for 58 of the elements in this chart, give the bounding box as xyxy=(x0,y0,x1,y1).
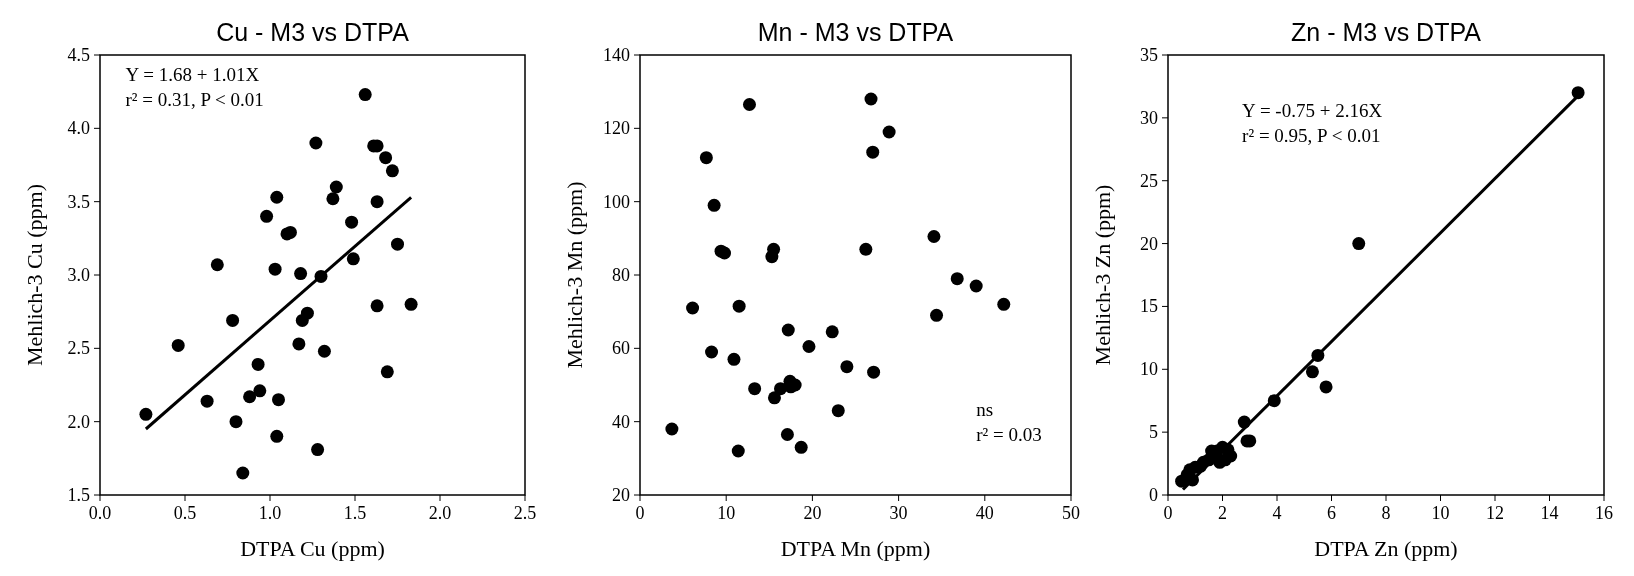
y-tick-label: 30 xyxy=(1140,107,1158,128)
x-tick-label: 10 xyxy=(717,503,736,523)
x-tick-label: 10 xyxy=(1431,503,1450,523)
x-tick-label: 0 xyxy=(635,503,645,523)
x-tick-label: 12 xyxy=(1486,503,1504,523)
y-axis-title: Mehlich-3 Zn (ppm) xyxy=(1090,184,1115,366)
x-tick-label: 30 xyxy=(889,503,908,523)
x-tick-label: 8 xyxy=(1381,503,1391,523)
y-tick-label: 15 xyxy=(1140,296,1158,317)
annotation: r² = 0.95, P < 0.01 xyxy=(1242,124,1381,146)
x-tick-label: 16 xyxy=(1595,503,1613,523)
x-tick-label: 2.5 xyxy=(513,503,537,523)
y-tick-label: 120 xyxy=(603,118,630,139)
y-tick-label: 4.5 xyxy=(67,45,90,65)
annotation: Y = -0.75 + 2.16X xyxy=(1242,99,1383,121)
y-tick-label: 2.5 xyxy=(67,338,90,359)
x-tick-label: 20 xyxy=(803,503,822,523)
annotation: ns xyxy=(976,398,994,420)
x-tick-label: 4 xyxy=(1272,503,1282,523)
y-tick-label: 3.5 xyxy=(67,191,90,212)
y-tick-label: 20 xyxy=(612,485,630,505)
y-tick-label: 0 xyxy=(1149,485,1158,505)
x-tick-label: 14 xyxy=(1540,503,1559,523)
y-tick-label: 80 xyxy=(612,265,630,285)
chart-title: Zn - M3 vs DTPA xyxy=(1291,18,1482,46)
y-tick-label: 60 xyxy=(612,338,630,359)
y-tick-label: 4.0 xyxy=(67,118,90,139)
annotation: r² = 0.03 xyxy=(976,423,1042,445)
annotation: r² = 0.31, P < 0.01 xyxy=(125,89,264,111)
x-tick-label: 50 xyxy=(1062,503,1080,523)
x-tick-label: 2 xyxy=(1218,503,1227,523)
y-tick-label: 10 xyxy=(1140,359,1158,380)
x-tick-label: 0.0 xyxy=(88,503,112,523)
x-axis-title: DTPA Mn (ppm) xyxy=(780,536,931,561)
x-axis-title: DTPA Cu (ppm) xyxy=(240,536,385,561)
x-tick-label: 0 xyxy=(1163,503,1173,523)
y-tick-label: 25 xyxy=(1140,170,1158,191)
chart-title: Mn - M3 vs DTPA xyxy=(757,18,954,46)
x-tick-label: 2.0 xyxy=(428,503,452,523)
y-axis-title: Mehlich-3 Cu (ppm) xyxy=(22,183,47,367)
y-tick-label: 5 xyxy=(1149,422,1158,443)
y-tick-label: 3.0 xyxy=(67,265,90,285)
y-tick-label: 20 xyxy=(1140,233,1158,254)
y-axis-title: Mehlich-3 Mn (ppm) xyxy=(562,181,587,369)
x-tick-label: 40 xyxy=(975,503,994,523)
chart-title: Cu - M3 vs DTPA xyxy=(216,18,410,46)
y-tick-label: 2.0 xyxy=(67,411,90,432)
x-tick-label: 0.5 xyxy=(173,503,197,523)
y-tick-label: 40 xyxy=(612,411,630,432)
x-tick-label: 6 xyxy=(1327,503,1336,523)
y-tick-label: 140 xyxy=(603,45,630,65)
x-tick-label: 1.0 xyxy=(258,503,282,523)
annotation: Y = 1.68 + 1.01X xyxy=(125,64,260,86)
y-tick-label: 35 xyxy=(1140,45,1158,65)
x-axis-title: DTPA Zn (ppm) xyxy=(1314,536,1458,561)
y-tick-label: 1.5 xyxy=(67,485,90,505)
x-tick-label: 1.5 xyxy=(343,503,367,523)
y-tick-label: 100 xyxy=(603,191,630,212)
